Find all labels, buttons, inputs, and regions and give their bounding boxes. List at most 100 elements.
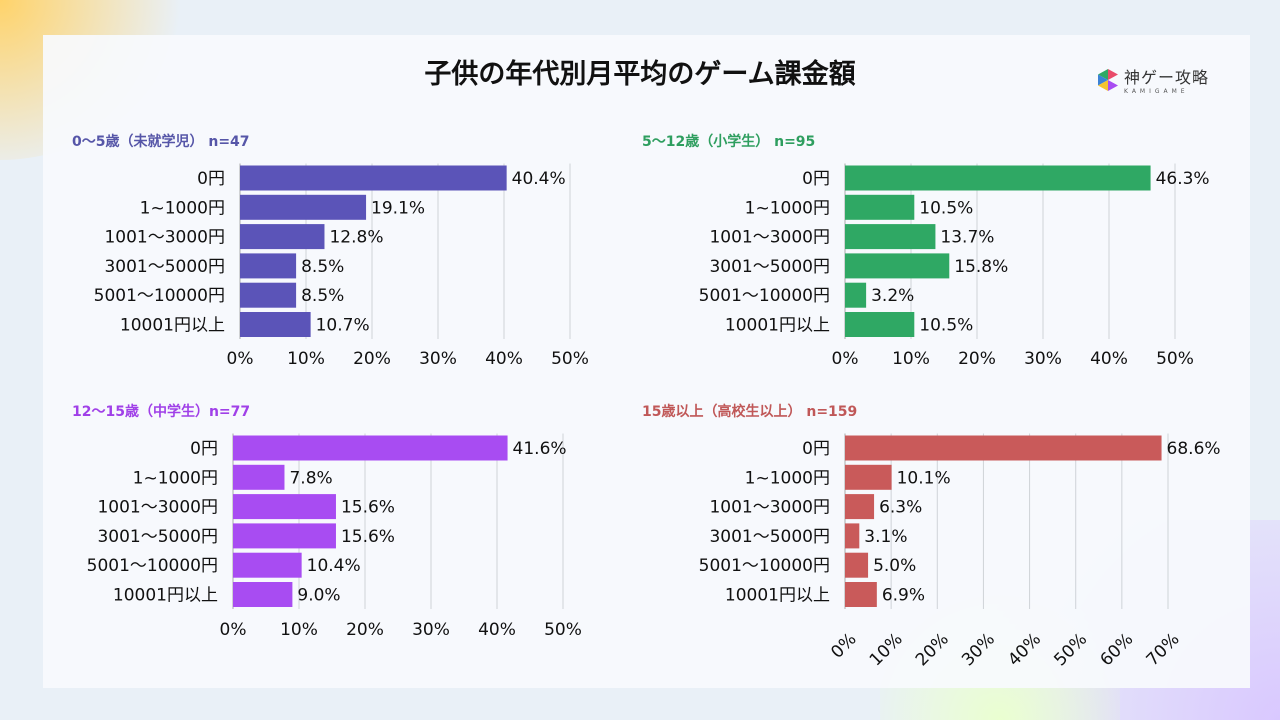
chart-title: 12〜15歳（中学生）n=77 [72, 403, 250, 420]
category-label: 3001〜5000円 [709, 257, 830, 277]
category-label: 3001〜5000円 [97, 527, 218, 547]
data-label: 3.1% [864, 527, 907, 547]
category-label: 3001〜5000円 [104, 257, 225, 277]
data-label: 68.6% [1167, 439, 1221, 459]
data-label: 13.7% [940, 228, 994, 248]
bar [233, 494, 336, 520]
bar [845, 435, 1162, 461]
data-label: 40.4% [512, 169, 566, 189]
category-label: 1001〜3000円 [97, 498, 218, 518]
data-label: 5.0% [873, 556, 916, 576]
data-label: 15.6% [341, 527, 395, 547]
data-label: 6.9% [882, 586, 925, 606]
category-label: 0円 [802, 439, 830, 459]
x-tick-label: 10% [287, 349, 325, 369]
x-tick-label: 20% [346, 620, 384, 640]
chart-title: 5〜12歳（小学生） n=95 [642, 133, 815, 150]
bar [845, 464, 892, 490]
data-label: 10.4% [307, 556, 361, 576]
x-tick-label: 20% [958, 349, 996, 369]
logo-icon [1098, 68, 1118, 91]
category-label: 0円 [802, 169, 830, 189]
data-label: 3.2% [871, 286, 914, 306]
x-tick-label: 30% [958, 629, 999, 670]
bar [845, 523, 860, 549]
x-tick-label: 60% [1097, 629, 1138, 670]
bar [233, 552, 302, 578]
data-label: 15.8% [954, 257, 1008, 277]
category-label: 1~1000円 [133, 468, 218, 488]
bar [233, 582, 293, 607]
kamigame-logo: 神ゲー攻略 KAMIGAME [1098, 64, 1209, 95]
data-label: 10.7% [316, 316, 370, 336]
category-label: 1~1000円 [140, 198, 225, 218]
category-label: 1001〜3000円 [104, 228, 225, 248]
data-label: 10.1% [897, 468, 951, 488]
logo-text: 神ゲー攻略 [1124, 68, 1210, 87]
data-label: 9.0% [297, 586, 340, 606]
x-tick-label: 10% [892, 349, 930, 369]
bar [845, 552, 869, 578]
bar [233, 464, 285, 490]
x-tick-label: 50% [1156, 349, 1194, 369]
category-label: 1001〜3000円 [709, 498, 830, 518]
x-tick-label: 0% [827, 629, 860, 662]
chart-2: 5〜12歳（小学生） n=95 0% 10% 20% 30% 40% 50% 0円 46.3% 1… [642, 133, 1210, 369]
category-label: 1~1000円 [745, 468, 830, 488]
bar [845, 165, 1151, 191]
x-tick-label: 40% [478, 620, 516, 640]
data-label: 6.3% [879, 498, 922, 518]
x-tick-label: 40% [1090, 349, 1128, 369]
x-tick-label: 70% [1143, 629, 1184, 670]
data-label: 15.6% [341, 498, 395, 518]
bar [845, 282, 867, 308]
bar [845, 253, 950, 279]
bar [845, 194, 915, 220]
category-label: 10001円以上 [120, 316, 225, 336]
category-label: 1~1000円 [745, 198, 830, 218]
data-label: 19.1% [371, 198, 425, 218]
category-label: 10001円以上 [725, 316, 830, 336]
category-label: 1001〜3000円 [709, 228, 830, 248]
category-label: 5001〜10000円 [87, 556, 218, 576]
x-tick-label: 30% [1024, 349, 1062, 369]
bar [233, 435, 508, 461]
category-label: 0円 [190, 439, 218, 459]
x-tick-label: 50% [1050, 629, 1091, 670]
bar [240, 224, 325, 250]
bar [233, 523, 336, 549]
x-tick-label: 0% [220, 620, 247, 640]
category-label: 5001〜10000円 [699, 286, 830, 306]
bar [845, 224, 936, 250]
data-label: 8.5% [301, 286, 344, 306]
category-label: 0円 [197, 169, 225, 189]
x-tick-label: 50% [544, 620, 582, 640]
page-title: 子供の年代別月平均のゲーム課金額 [424, 59, 856, 90]
x-tick-label: 50% [551, 349, 589, 369]
content-card [43, 35, 1250, 688]
bar [845, 582, 877, 607]
bar [240, 282, 297, 308]
bar [240, 312, 311, 337]
x-tick-label: 30% [419, 349, 457, 369]
bar [240, 165, 507, 191]
category-label: 5001〜10000円 [94, 286, 225, 306]
chart-title: 15歳以上（高校生以上） n=159 [642, 403, 857, 420]
category-label: 10001円以上 [113, 586, 218, 606]
data-label: 10.5% [919, 198, 973, 218]
bar [240, 194, 367, 220]
x-tick-label: 0% [227, 349, 254, 369]
chart-3: 12〜15歳（中学生）n=77 0% 10% 20% 30% 40% 50% 0円 41.6% 1… [72, 403, 582, 640]
x-tick-label: 20% [353, 349, 391, 369]
chart-title: 0〜5歳（未就学児） n=47 [72, 133, 250, 150]
data-label: 8.5% [301, 257, 344, 277]
x-tick-label: 40% [485, 349, 523, 369]
data-label: 10.5% [919, 316, 973, 336]
x-tick-label: 0% [832, 349, 859, 369]
category-label: 3001〜5000円 [709, 527, 830, 547]
category-label: 10001円以上 [725, 586, 830, 606]
x-tick-label: 10% [280, 620, 318, 640]
x-tick-label: 40% [1004, 629, 1045, 670]
data-label: 46.3% [1156, 169, 1210, 189]
